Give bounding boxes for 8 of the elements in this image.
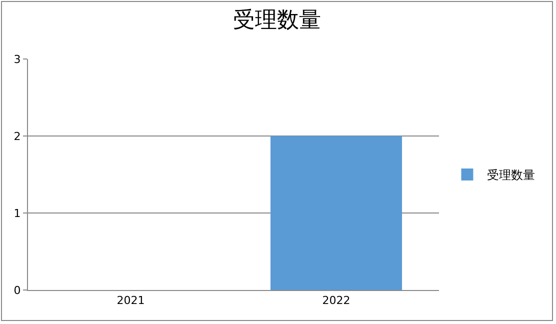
chart-title: 受理数量 [233,6,321,32]
x-tick-label: 2022 [322,294,350,308]
legend-label: 受理数量 [487,168,536,182]
y-tick-label: 0 [14,284,21,297]
x-tick-label: 2021 [116,294,145,308]
y-tick-label: 3 [14,52,21,66]
y-tick-label: 2 [14,130,21,143]
y-tick-label: 1 [14,206,21,220]
